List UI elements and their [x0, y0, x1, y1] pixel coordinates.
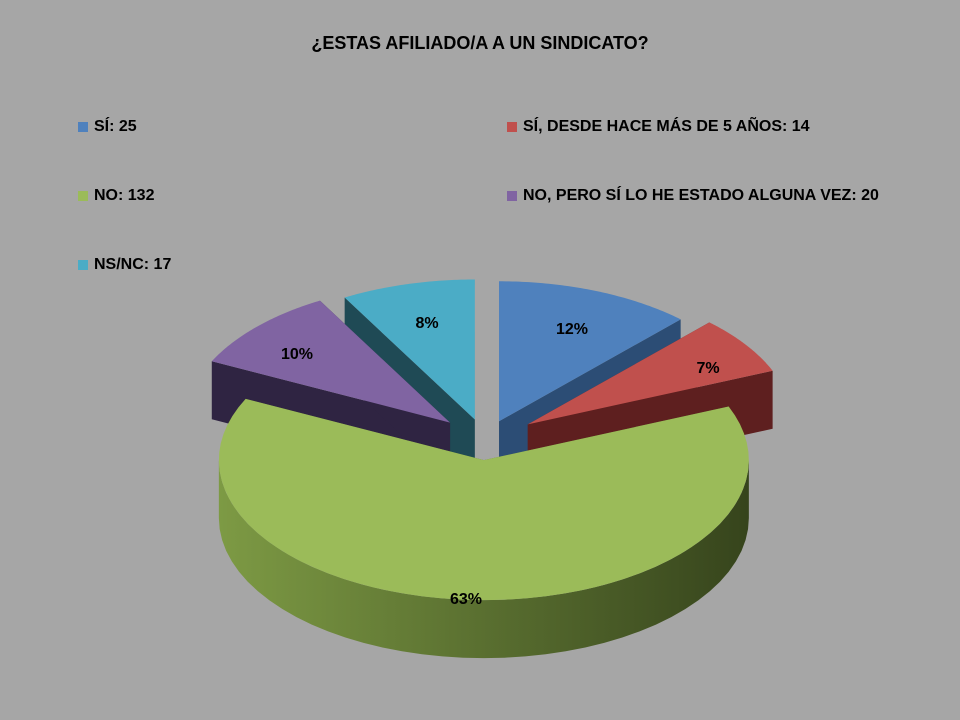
data-label: 12%: [556, 321, 588, 338]
legend-label: SÍ: 25: [94, 118, 137, 135]
legend-label: SÍ, DESDE HACE MÁS DE 5 AÑOS: 14: [523, 118, 810, 135]
legend-label: NO: 132: [94, 187, 155, 204]
slice-top: [218, 398, 749, 601]
legend-item-no-alguna-vez: NO, PERO SÍ LO HE ESTADO ALGUNA VEZ: 20: [507, 187, 879, 205]
data-label: 10%: [281, 346, 313, 363]
slice-top: [344, 279, 475, 420]
legend-swatch: [507, 122, 517, 132]
data-label: 7%: [696, 360, 719, 377]
legend-label: NO, PERO SÍ LO HE ESTADO ALGUNA VEZ: 20: [523, 187, 879, 204]
legend-item-si: SÍ: 25: [78, 118, 137, 136]
pie-slice: [218, 398, 749, 659]
data-label: 8%: [415, 315, 438, 332]
slice-top: [499, 281, 681, 422]
slice-top: [527, 322, 773, 425]
legend-swatch: [507, 191, 517, 201]
legend-swatch: [78, 260, 88, 270]
data-label: 63%: [450, 591, 482, 608]
legend-item-si-mas-5: SÍ, DESDE HACE MÁS DE 5 AÑOS: 14: [507, 118, 810, 136]
legend-swatch: [78, 191, 88, 201]
legend-item-no: NO: 132: [78, 187, 154, 205]
legend-swatch: [78, 122, 88, 132]
slice-top: [211, 300, 451, 423]
legend-item-nsnc: NS/NC: 17: [78, 256, 171, 274]
legend-label: NS/NC: 17: [94, 256, 172, 273]
slice-outer-wall: [218, 460, 749, 659]
chart-title: ¿ESTAS AFILIADO/A A UN SINDICATO?: [311, 33, 649, 53]
